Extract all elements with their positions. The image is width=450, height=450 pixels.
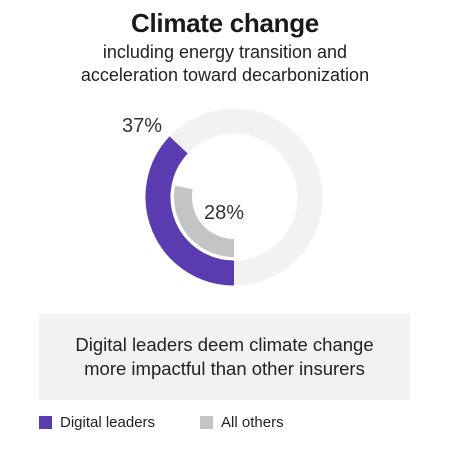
chart-title: Climate change [131, 8, 319, 38]
subtitle-line-1: including energy transition and [102, 42, 348, 62]
arc-digital-leaders [145, 136, 235, 286]
value-label-all-others: 28% [204, 202, 244, 224]
radial-chart: 37% 28% [122, 108, 323, 286]
legend-swatch-all-others [200, 416, 214, 429]
legend-label-all-others: All others [221, 414, 284, 431]
legend-item-digital-leaders: Digital leaders [39, 414, 155, 431]
legend-item-all-others: All others [200, 414, 284, 431]
callout-text: Digital leaders deem climate change more… [75, 334, 374, 379]
callout-box: Digital leaders deem climate change more… [39, 314, 410, 400]
arc-all-others [174, 185, 235, 257]
legend-label-digital-leaders: Digital leaders [60, 414, 156, 431]
value-label-digital-leaders: 37% [122, 115, 162, 137]
legend: Digital leaders All others [39, 414, 329, 431]
legend-swatch-digital-leaders [39, 416, 52, 429]
subtitle-line-2: acceleration toward decarbonization [80, 65, 370, 85]
chart-subtitle: including energy transition and accelera… [0, 41, 450, 87]
